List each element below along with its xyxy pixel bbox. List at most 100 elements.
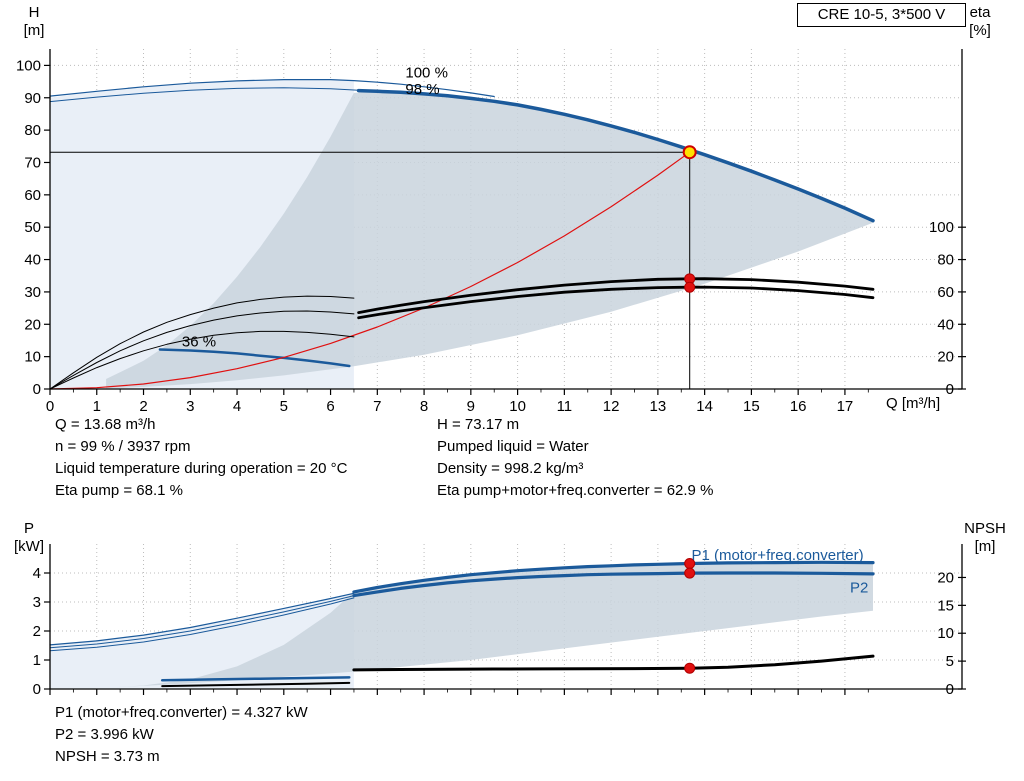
x-tick-label: 17 [837, 398, 854, 415]
y-right-tick-label: 0 [946, 381, 954, 398]
operating-point-marker [682, 145, 697, 160]
y-right-tick-label: 20 [937, 349, 954, 366]
curve-label: 36 % [182, 333, 216, 350]
x-tick-label: 4 [233, 398, 241, 415]
curve-label: P2 [850, 579, 868, 596]
h-axis-title: H [m] [14, 4, 54, 40]
y-right-tick-label: 80 [937, 252, 954, 269]
x-tick-label: 16 [790, 398, 807, 415]
eta-curve-reduced-1 [49, 295, 355, 390]
y-right-tick-label: 5 [946, 653, 954, 670]
p2-curve [352, 571, 875, 598]
npsh-axis-title: NPSH [m] [950, 520, 1020, 556]
y-left-tick-label: 4 [33, 565, 41, 582]
y-left-tick-label: 1 [33, 652, 41, 669]
result-line-h: H = 73.17 m [437, 416, 520, 433]
y-left-tick-label: 3 [33, 594, 41, 611]
q-axis-title: Q [m³/h] [886, 395, 941, 412]
x-tick-label: 11 [557, 398, 573, 415]
eta-total-point [684, 281, 696, 293]
y-left-tick-label: 80 [24, 122, 41, 139]
eta-axis-title: eta [%] [950, 4, 1010, 40]
p2-curve-thin [49, 597, 355, 652]
eta-pump-curve [357, 277, 875, 314]
p1-curve-36pct [160, 676, 351, 682]
p-axis-title: P [kW] [6, 520, 52, 556]
results-bottom: P1 (motor+freq.converter) = 4.327 kW P2 … [55, 702, 308, 768]
y-left-tick-label: 90 [24, 90, 41, 107]
npsh-axis-unit: [m] [974, 538, 996, 555]
x-tick-label: 1 [93, 398, 101, 415]
y-left-tick-label: 30 [24, 284, 41, 301]
y-left-tick-label: 60 [24, 187, 41, 204]
results-top-left: Q = 13.68 m³/h n = 99 % / 3937 rpm Liqui… [55, 414, 347, 502]
x-tick-label: 12 [603, 398, 620, 415]
p-axis-unit: [kW] [14, 538, 44, 555]
x-tick-label: 8 [420, 398, 428, 415]
y-right-tick-label: 10 [937, 625, 954, 642]
x-tick-label: 7 [373, 398, 381, 415]
result-line-p2: P2 = 3.996 kW [55, 726, 154, 743]
system-curve [49, 151, 691, 390]
y-left-tick-label: 0 [33, 681, 41, 698]
y-left-tick-label: 50 [24, 219, 41, 236]
power-envelope-area [110, 562, 874, 688]
y-right-tick-label: 100 [929, 219, 954, 236]
result-line-liquid: Pumped liquid = Water [437, 438, 589, 455]
pump-title-box: CRE 10-5, 3*500 V [797, 3, 966, 27]
curve-label: 98 % [405, 81, 439, 98]
y-left-tick-label: 100 [16, 57, 41, 74]
x-tick-label: 6 [326, 398, 334, 415]
x-tick-label: 5 [280, 398, 288, 415]
curve-label: P1 (motor+freq.converter) [691, 547, 863, 564]
p1-curve-thin-a [49, 592, 355, 646]
result-line-npsh: NPSH = 3.73 m [55, 748, 160, 765]
result-line-q: Q = 13.68 m³/h [55, 416, 156, 433]
duty-envelope-area [106, 91, 874, 389]
x-tick-label: 14 [696, 398, 713, 415]
y-left-tick-label: 40 [24, 252, 41, 269]
result-line-eta-pump: Eta pump = 68.1 % [55, 482, 183, 499]
npsh-curve-36pct [161, 681, 351, 688]
eta-total-curve [357, 285, 875, 320]
p1-curve [352, 560, 875, 594]
y-left-tick-label: 0 [33, 381, 41, 398]
npsh-point [684, 662, 696, 674]
y-right-tick-label: 20 [937, 569, 954, 586]
axes: 0 1 2 3 4 0 5 10 15 20 [33, 544, 966, 698]
result-line-eta-total: Eta pump+motor+freq.converter = 62.9 % [437, 482, 714, 499]
eta-curve-reduced-2 [49, 310, 355, 390]
y-left-tick-label: 10 [24, 349, 41, 366]
y-left-tick-label: 20 [24, 316, 41, 333]
y-left-tick-label: 70 [24, 154, 41, 171]
y-right-tick-label: 40 [937, 316, 954, 333]
eta-curve-reduced-3 [49, 330, 355, 390]
x-tick-label: 15 [743, 398, 760, 415]
result-line-temperature: Liquid temperature during operation = 20… [55, 460, 348, 477]
x-tick-label: 9 [467, 398, 475, 415]
eta-axis-unit: [%] [969, 22, 991, 39]
curve-label: 100 % [405, 64, 448, 81]
result-line-p1: P1 (motor+freq.converter) = 4.327 kW [55, 704, 308, 721]
x-tick-label: 0 [46, 398, 54, 415]
x-tick-label: 10 [509, 398, 526, 415]
hq-curve-max-speed [356, 88, 875, 223]
eta-axis-symbol: eta [969, 4, 991, 21]
y-right-tick-label: 60 [937, 284, 954, 301]
results-top-right: H = 73.17 m Pumped liquid = Water Densit… [437, 414, 713, 502]
chart-1: 0 1 2 3 4 0 5 10 15 20 P1 (motor+freq.converter) P2 [33, 544, 966, 698]
x-tick-label: 2 [139, 398, 147, 415]
h-axis-unit: [m] [23, 22, 45, 39]
axes: 0 1 2 3 4 5 6 7 8 9 10 11 12 13 14 15 16 1701020304050607… [16, 49, 966, 415]
chart-0: 0 1 2 3 4 5 6 7 8 9 10 11 12 13 14 15 16 1701020304050607… [16, 49, 966, 415]
p1-curve-thin-b [49, 595, 355, 649]
x-tick-label: 13 [650, 398, 667, 415]
p2-point [684, 567, 696, 579]
hq-curve-100pct-thin [49, 79, 495, 98]
h-axis-symbol: H [28, 4, 40, 21]
hq-curve-36pct [158, 348, 351, 368]
p-axis-symbol: P [23, 520, 34, 537]
y-right-tick-label: 15 [937, 597, 954, 614]
